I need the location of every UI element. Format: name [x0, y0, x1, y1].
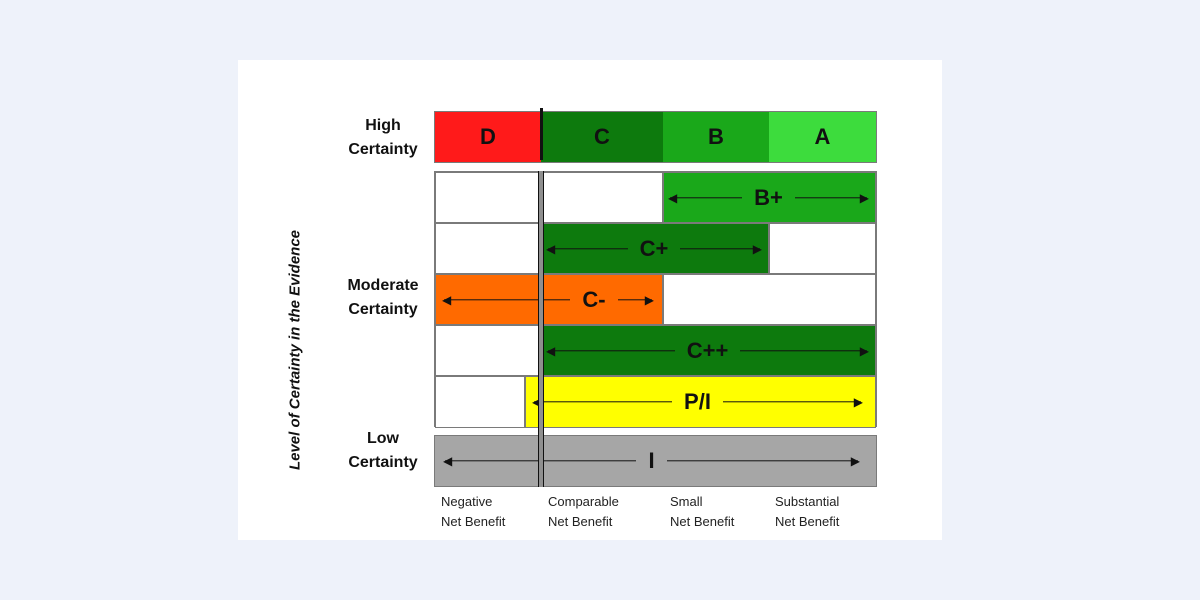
empty-cell [435, 172, 541, 223]
rating-cplus-label: C+ [627, 235, 681, 262]
row-label-moderate: Moderate Certainty [328, 274, 438, 322]
x-label-small: Small Net Benefit [670, 492, 734, 532]
empty-cell [435, 223, 541, 274]
y-axis-label: Level of Certainty in the Evidence [286, 229, 304, 471]
rating-cminus-arrow: ◀ ▶ C- [442, 275, 654, 324]
arrow-left-icon: ◀ [668, 190, 678, 205]
x-label-comparable-line1: Comparable [548, 494, 619, 509]
double-arrow-icon [445, 460, 858, 462]
low-certainty-band: ◀ ▶ I [434, 435, 877, 487]
empty-cell [769, 223, 876, 274]
double-arrow-icon [548, 349, 867, 352]
row-label-high-line1: High [365, 117, 401, 134]
x-label-negative-line1: Negative [441, 494, 493, 509]
x-label-comparable: Comparable Net Benefit [548, 492, 619, 532]
row-label-low-line2: Certainty [348, 454, 418, 471]
row-label-high-line2: Certainty [348, 141, 418, 158]
grade-d-label: D [480, 124, 496, 149]
double-arrow-icon [548, 247, 760, 250]
rating-cplusplus-label: C++ [674, 337, 741, 364]
rating-cplusplus-arrow: ◀ ▶ C++ [546, 326, 869, 375]
figure-card: Comparative Clinical Effectiveness Level… [238, 60, 942, 540]
arrow-left-icon: ◀ [546, 343, 556, 358]
row-label-low: Low Certainty [328, 427, 438, 475]
rating-bplus-label: B+ [742, 184, 795, 211]
arrow-right-icon: ▶ [859, 343, 869, 358]
grade-c-label: C [594, 124, 610, 149]
empty-cell [435, 376, 525, 428]
rating-cplus-bar: ◀ ▶ C+ [541, 223, 769, 274]
x-label-small-line2: Net Benefit [670, 514, 735, 529]
row-label-moderate-line2: Certainty [348, 301, 418, 318]
moderate-certainty-panel: ◀ ▶ B+ ◀ ▶ C+ ◀ ▶ C- [434, 171, 877, 428]
double-arrow-icon [444, 298, 652, 301]
grade-c-cell: C [541, 112, 663, 162]
row-label-high: High Certainty [328, 114, 438, 162]
comparable-divider-line [538, 171, 544, 487]
rating-pi-arrow: ◀ ▶ P/I [532, 377, 863, 427]
x-label-comparable-line2: Net Benefit [548, 514, 613, 529]
x-label-substantial: Substantial Net Benefit [775, 492, 839, 532]
grade-d-cell: D [435, 112, 541, 162]
arrow-right-icon: ▶ [850, 454, 860, 468]
rating-bplus-bar: ◀ ▶ B+ [663, 172, 876, 223]
rating-i-arrow: ◀ ▶ I [443, 436, 860, 486]
arrow-right-icon: ▶ [644, 292, 654, 307]
arrow-left-icon: ◀ [443, 454, 453, 468]
x-label-substantial-line2: Net Benefit [775, 514, 840, 529]
x-label-negative: Negative Net Benefit [441, 492, 505, 532]
grade-b-cell: B [663, 112, 769, 162]
grade-a-label: A [814, 124, 831, 149]
empty-cell [663, 274, 876, 325]
rating-pi-bar: ◀ ▶ P/I [525, 376, 876, 428]
arrow-left-icon: ◀ [546, 241, 556, 256]
grade-a-cell: A [769, 112, 876, 162]
empty-cell [435, 325, 541, 376]
double-arrow-icon [670, 196, 867, 199]
grade-b-label: B [708, 124, 724, 149]
rating-bplus-arrow: ◀ ▶ B+ [668, 173, 869, 222]
high-certainty-band: D C B A [434, 111, 877, 163]
double-arrow-icon [534, 401, 861, 403]
arrow-left-icon: ◀ [442, 292, 452, 307]
rating-cplusplus-bar: ◀ ▶ C++ [541, 325, 876, 376]
rating-cminus-bar: ◀ ▶ C- [435, 274, 663, 325]
arrow-right-icon: ▶ [752, 241, 762, 256]
x-label-small-line1: Small [670, 494, 703, 509]
rating-pi-label: P/I [672, 389, 723, 415]
grade-divider-line [540, 108, 543, 160]
rating-cminus-label: C- [570, 286, 618, 313]
arrow-right-icon: ▶ [859, 190, 869, 205]
rating-i-label: I [636, 448, 667, 474]
arrow-right-icon: ▶ [853, 395, 863, 409]
empty-cell [541, 172, 663, 223]
x-label-substantial-line1: Substantial [775, 494, 840, 509]
row-label-low-line1: Low [367, 430, 399, 447]
row-label-moderate-line1: Moderate [347, 277, 419, 294]
rating-cplus-arrow: ◀ ▶ C+ [546, 224, 762, 273]
x-label-negative-line2: Net Benefit [441, 514, 506, 529]
